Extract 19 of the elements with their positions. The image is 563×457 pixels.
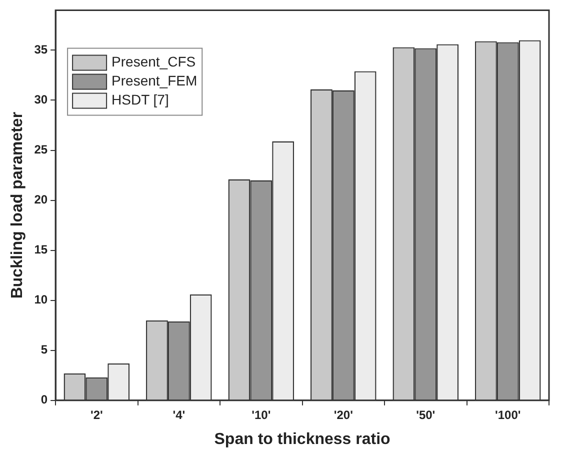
x-tick-label: '20' xyxy=(334,408,354,422)
x-axis-title: Span to thickness ratio xyxy=(214,430,391,448)
y-tick-label: 10 xyxy=(34,292,48,307)
legend-label: HSDT [7] xyxy=(112,92,169,108)
x-tick-label: '100' xyxy=(495,408,521,422)
y-tick-label: 5 xyxy=(40,342,48,357)
y-tick-label: 35 xyxy=(34,42,48,57)
y-axis-title: Buckling load parameter xyxy=(9,112,26,299)
x-tick-label: '50' xyxy=(416,408,436,422)
x-tick-label: '10' xyxy=(252,408,271,422)
y-tick-label: 20 xyxy=(34,192,48,207)
y-tick-label: 30 xyxy=(34,92,48,107)
y-tick-label: 0 xyxy=(40,392,48,407)
x-tick-label: '2' xyxy=(90,408,103,422)
y-tick-label: 25 xyxy=(34,142,48,157)
y-tick-label: 15 xyxy=(34,242,48,257)
legend-label: Present_CFS xyxy=(112,54,196,70)
x-tick-label: '4' xyxy=(172,408,186,422)
legend-label: Present_FEM xyxy=(112,72,198,89)
